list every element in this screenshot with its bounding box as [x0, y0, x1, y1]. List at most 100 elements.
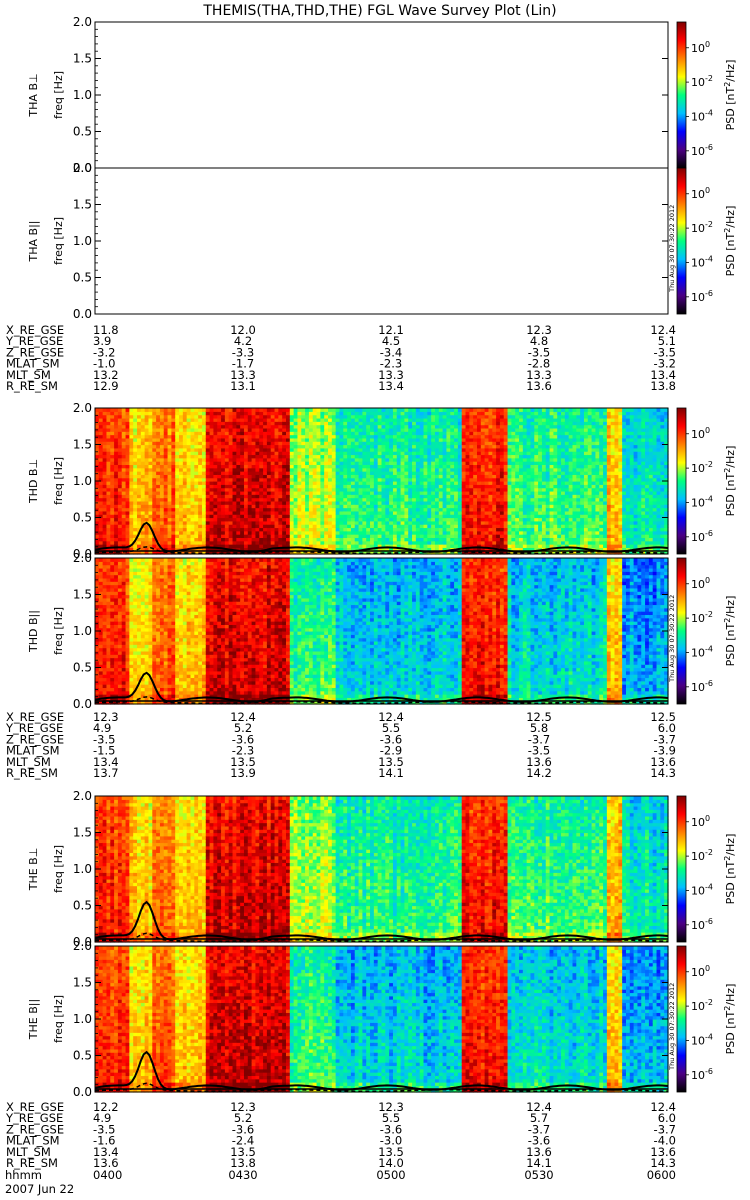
spectrogram-cell: [191, 408, 195, 412]
spectrogram-cell: [320, 408, 324, 412]
spectrogram-cell: [427, 408, 431, 412]
spectrogram-cell: [275, 408, 279, 412]
spectrogram-cell: [504, 408, 508, 412]
colorbar-tick-label: 100: [691, 186, 710, 201]
spectrogram-cell: [164, 408, 168, 412]
spectrogram-cell: [202, 408, 206, 412]
y-tick-label: 1.5: [73, 52, 92, 66]
colorbar-tick-label: 10-2: [691, 220, 713, 235]
spectrogram-cell: [332, 408, 336, 412]
spectrogram-cell: [362, 408, 366, 412]
colorbar-tick-label: 10-4: [691, 108, 713, 123]
plot-panels: 0.0 0.5 1.0 1.5 2.0 THA B⊥ freq [Hz] 100 10-2 10-…: [27, 15, 737, 1099]
spectrogram-cell: [244, 408, 248, 412]
spectrogram-cell: [286, 408, 290, 412]
spectrogram-cell: [236, 408, 240, 412]
spectrogram-cell: [210, 408, 214, 412]
spectrogram-panel: 0.00.51.01.52.0THA B|| freq [Hz]10010-210…: [27, 161, 737, 321]
spectrogram-cell: [198, 408, 202, 412]
spectrogram-cell: [481, 408, 485, 412]
spectrogram-cell: [240, 408, 244, 412]
spectrogram-cell: [118, 408, 122, 412]
spectrogram-cell: [404, 408, 408, 412]
spectrogram-cell: [408, 408, 412, 412]
y-axis-label: freq [Hz]: [52, 217, 65, 265]
y-tick-label: 0.0: [73, 307, 92, 321]
spectrogram-cell: [233, 408, 237, 412]
spectrogram-cell: [126, 408, 130, 412]
spectrogram-cell: [263, 408, 267, 412]
spectrogram-cell: [160, 408, 164, 412]
y-tick-label: 2.0: [73, 15, 92, 29]
spectrogram-cell: [347, 408, 351, 412]
spectrogram-cell: [313, 408, 317, 412]
spectrogram-cell: [469, 408, 473, 412]
colorbar-tick-label: 100: [691, 40, 710, 55]
spectrogram-cell: [141, 408, 145, 412]
spectrogram-cell: [343, 408, 347, 412]
spectrogram-cell: [492, 408, 496, 412]
spectrogram-cell: [473, 408, 477, 412]
spectrogram-cell: [179, 408, 183, 412]
spectrogram-cell: [187, 408, 191, 412]
spectrogram-cell: [496, 408, 500, 412]
spectrogram-cell: [194, 408, 198, 412]
spectrogram-cell: [359, 408, 363, 412]
spectrogram-cell: [129, 408, 133, 412]
spectrogram-cell: [462, 408, 466, 412]
spectrogram-cell: [454, 408, 458, 412]
spectrogram-panel: 0.00.51.01.52.0THA B⊥ freq [Hz]10010-210-…: [27, 15, 737, 175]
spectrogram-cell: [336, 408, 340, 412]
colorbar-tick-label: 10-4: [691, 254, 713, 269]
spectrogram-cell: [443, 408, 447, 412]
spectrogram-cell: [450, 408, 454, 412]
spectrogram-cell: [424, 408, 428, 412]
spectrogram-cell: [382, 408, 386, 412]
y-tick-label: 0.5: [73, 125, 92, 139]
y-tick-label: 1.5: [73, 198, 92, 212]
colorbar-label: PSD [nT2/Hz]: [723, 60, 737, 131]
empty-data-area: [95, 168, 668, 314]
spectrogram-cell: [106, 408, 110, 412]
spectrogram-cell: [397, 408, 401, 412]
spectrogram-cell: [435, 408, 439, 412]
panel-label: THA B||: [27, 221, 40, 263]
spectrogram-cell: [133, 408, 137, 412]
spectrogram-cell: [229, 408, 233, 412]
spectrogram-cell: [114, 408, 118, 412]
panel-label: THA B⊥: [27, 73, 40, 117]
spectrogram-cell: [171, 408, 175, 412]
spectrogram-cell: [485, 408, 489, 412]
spectrogram-cell: [328, 408, 332, 412]
spectrogram-cell: [446, 408, 450, 412]
spectrogram-cell: [378, 408, 382, 412]
spectrogram-cell: [297, 408, 301, 412]
spectrogram-cell: [301, 408, 305, 412]
spectrogram-cell: [351, 408, 355, 412]
spectrogram-cell: [248, 408, 252, 412]
spectrogram-cell: [355, 408, 359, 412]
y-axis-label: freq [Hz]: [52, 71, 65, 119]
spectrogram-cell: [305, 408, 309, 412]
spectrogram-cell: [374, 408, 378, 412]
render-timestamp: Thu Aug 30 07:30:22 2012: [668, 205, 676, 293]
y-tick-label: 1.0: [73, 234, 92, 248]
spectrogram-cell: [412, 408, 416, 412]
colorbar-label: PSD [nT2/Hz]: [723, 206, 737, 277]
spectrogram-cell: [389, 408, 393, 412]
spectrogram-cell: [267, 408, 271, 412]
spectrogram-cell: [206, 408, 210, 412]
spectrogram-cell: [252, 408, 256, 412]
spectrogram-cell: [431, 408, 435, 412]
spectrogram-cell: [370, 408, 374, 412]
spectrogram-cell: [213, 408, 217, 412]
spectrogram-cell: [156, 408, 160, 412]
spectrogram-cell: [255, 408, 259, 412]
spectrogram-cell: [420, 408, 424, 412]
spectrogram-cell: [477, 408, 481, 412]
spectrogram-cell: [294, 408, 298, 412]
spectrogram-cell: [110, 408, 114, 412]
spectrogram-cell: [259, 408, 263, 412]
